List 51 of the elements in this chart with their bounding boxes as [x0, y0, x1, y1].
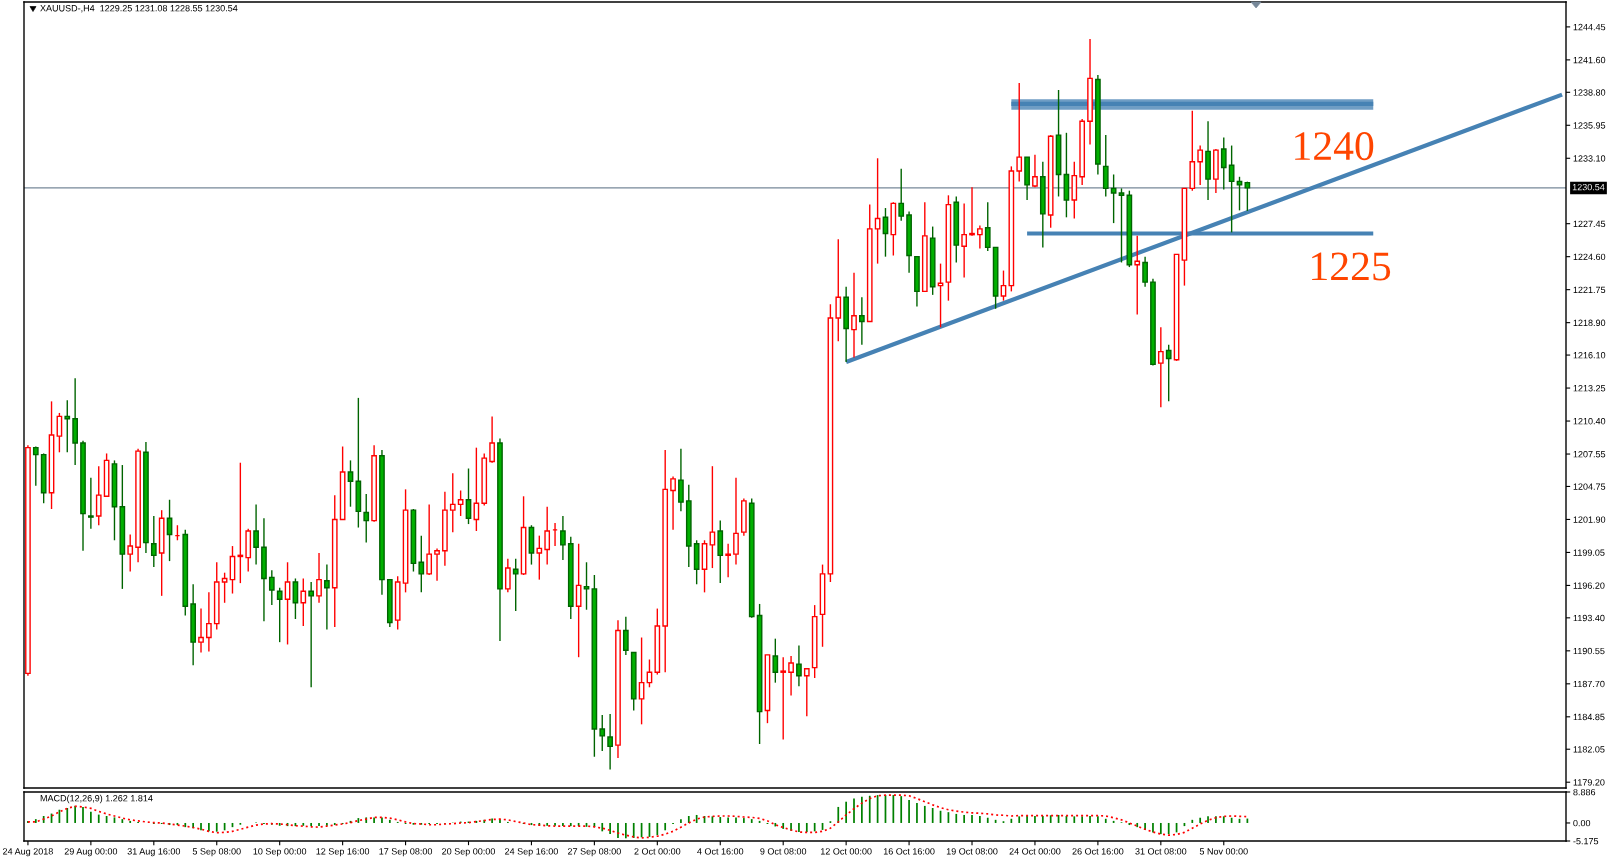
y-tick-label: 1241.60 — [1573, 56, 1606, 64]
y-tick-label: 1182.05 — [1573, 746, 1605, 753]
chart-title: MACD(12,26,9) 1.262 1.814 — [40, 794, 153, 804]
x-tick-label: 24 Oct 00:00 — [1009, 848, 1061, 855]
x-tick-label: 2 Oct 00:00 — [634, 848, 681, 855]
y-tick-label: 1184.85 — [1573, 713, 1605, 721]
x-tick-label: 31 Oct 08:00 — [1135, 848, 1187, 855]
y-tick-label: 1193.40 — [1573, 614, 1605, 622]
x-tick-label: 9 Oct 08:00 — [760, 848, 807, 855]
y-tick-label: 1199.05 — [1573, 549, 1605, 556]
y-tick-label: 1238.80 — [1573, 89, 1606, 96]
annotation: 1225 — [1312, 252, 1391, 281]
y-tick-label: 1224.60 — [1573, 253, 1606, 261]
ref-line-label: 1230.54 — [1572, 183, 1605, 191]
x-tick-label: 12 Oct 00:00 — [820, 848, 872, 855]
y-tick-label: 1179.20 — [1573, 779, 1605, 786]
x-tick-label: 10 Sep 00:00 — [253, 848, 307, 857]
y-tick-label: 1233.10 — [1573, 155, 1606, 162]
x-tick-label: 5 Nov 00:00 — [1199, 848, 1248, 855]
x-tick-label: 29 Aug 00:00 — [64, 848, 118, 857]
y-tick-label: 1216.10 — [1573, 352, 1606, 359]
y-tick-label: 1204.75 — [1573, 483, 1606, 490]
y-tick-label: 1201.90 — [1573, 516, 1606, 523]
y-tick-label: 1221.75 — [1573, 286, 1606, 294]
y-tick-label: 1213.25 — [1573, 385, 1606, 392]
y-tick-label: 1207.55 — [1573, 451, 1606, 458]
x-tick-label: 4 Oct 16:00 — [697, 848, 744, 855]
y-tick-label: -5.175 — [1573, 838, 1599, 845]
y-tick-label: 1218.90 — [1573, 319, 1606, 327]
y-tick-label: 0.00 — [1573, 819, 1591, 827]
y-tick-label: 8.886 — [1573, 788, 1596, 796]
x-tick-label: 26 Oct 16:00 — [1072, 848, 1124, 855]
y-tick-label: 1235.95 — [1573, 122, 1606, 129]
y-tick-label: 1210.40 — [1573, 418, 1606, 425]
x-tick-label: 5 Sep 08:00 — [192, 848, 241, 857]
chart-title: XAUUSD-,H4 1229.25 1231.08 1228.55 1230.54 — [40, 5, 238, 13]
x-tick-label: 12 Sep 16:00 — [316, 848, 370, 857]
x-tick-label: 19 Oct 08:00 — [946, 848, 998, 855]
y-tick-label: 1244.45 — [1573, 23, 1606, 31]
x-tick-label: 17 Sep 08:00 — [379, 848, 433, 857]
x-tick-label: 27 Sep 08:00 — [567, 848, 621, 857]
y-tick-label: 1190.55 — [1573, 647, 1605, 655]
y-tick-label: 1196.20 — [1573, 582, 1605, 589]
x-tick-label: 20 Sep 00:00 — [442, 848, 496, 857]
x-tick-label: 31 Aug 16:00 — [127, 848, 181, 857]
x-tick-label: 16 Oct 16:00 — [883, 848, 935, 855]
y-tick-label: 1227.45 — [1573, 220, 1606, 228]
x-tick-label: 24 Aug 2018 — [3, 848, 53, 857]
annotation: 1240 — [1295, 132, 1374, 161]
y-tick-label: 1187.70 — [1573, 680, 1605, 688]
x-tick-label: 24 Sep 16:00 — [505, 848, 558, 857]
